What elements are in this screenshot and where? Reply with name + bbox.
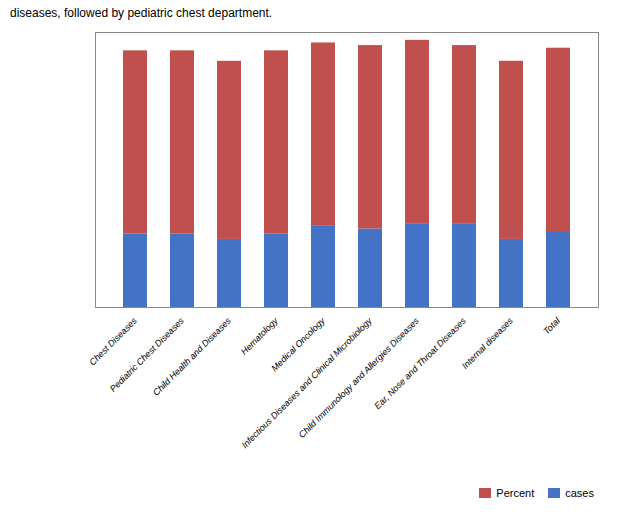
svg-text:Hematology: Hematology (239, 315, 280, 356)
svg-text:Medical Oncology: Medical Oncology (269, 315, 327, 374)
svg-text:Chest Diseases: Chest Diseases (87, 315, 139, 367)
svg-text:Ear, Nose and Throat Diseases: Ear, Nose and Throat Diseases (372, 315, 468, 411)
svg-text:Infectious Diseases and Clinic: Infectious Diseases and Clinical Microbi… (239, 315, 374, 451)
html-text:Percent: Percent (496, 487, 535, 499)
html-text:cases: cases (565, 487, 594, 499)
html-text:diseases, followed by pediatri: diseases, followed by pediatric chest de… (10, 6, 273, 20)
svg-text:Child Immunology and Allergies: Child Immunology and Allergies Diseases (296, 315, 421, 440)
svg-text:Total: Total (541, 315, 562, 336)
svg-text:Internal diseases: Internal diseases (460, 315, 516, 371)
svg-text:Pediatric Chest Diseases: Pediatric Chest Diseases (108, 315, 187, 394)
svg-text:Child Health and Diseases: Child Health and Diseases (151, 315, 233, 397)
